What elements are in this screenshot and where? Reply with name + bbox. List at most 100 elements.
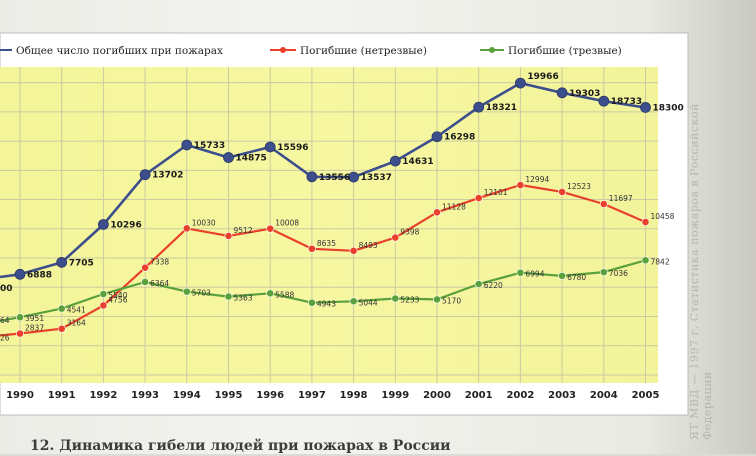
- x-tick-label: 1998: [340, 390, 368, 401]
- data-point: [558, 271, 566, 280]
- data-label: 8493: [359, 241, 378, 250]
- data-label: 3951: [25, 314, 44, 323]
- data-point: [306, 171, 318, 183]
- data-label: 5363: [234, 294, 253, 303]
- legend-swatch-marker: [489, 47, 495, 53]
- data-point: [558, 188, 566, 196]
- data-point: [182, 224, 191, 233]
- data-label: 11128: [442, 202, 466, 211]
- data-point: [598, 95, 610, 107]
- legend-entry: Погибшие (нетрезвые): [300, 45, 427, 57]
- data-point: [433, 295, 441, 304]
- data-label: 19303: [569, 89, 600, 99]
- x-tick-label: 1994: [173, 390, 201, 401]
- x-tick-label: 1991: [48, 390, 76, 401]
- data-label: 6220: [484, 281, 503, 290]
- data-point: [474, 280, 483, 288]
- data-label: 4541: [67, 306, 86, 315]
- data-label-cut: 00: [0, 284, 13, 294]
- legend-entry: Общее число погибших при пожарах: [16, 45, 223, 57]
- data-label: 13556: [319, 173, 350, 183]
- data-point: [266, 224, 275, 233]
- data-point: [516, 181, 525, 189]
- data-label: 12994: [525, 175, 549, 184]
- data-label: 11697: [609, 194, 633, 203]
- data-point: [99, 301, 108, 310]
- x-tick-label: 1993: [131, 390, 159, 401]
- data-point: [516, 268, 525, 277]
- data-label: 4943: [317, 300, 336, 309]
- data-label: 6888: [27, 270, 52, 280]
- data-point: [224, 232, 233, 240]
- data-label: 7705: [69, 258, 94, 268]
- data-label: 5588: [275, 290, 294, 299]
- x-tick-label: 1995: [215, 390, 243, 401]
- data-point: [431, 131, 443, 143]
- data-label: 18733: [611, 97, 642, 107]
- x-tick-label: 1999: [381, 390, 409, 401]
- data-label: 10008: [275, 219, 299, 228]
- data-label: 9512: [234, 226, 253, 235]
- data-point: [264, 141, 276, 153]
- data-point: [16, 313, 24, 322]
- data-point: [391, 294, 400, 303]
- data-label: 6364: [150, 279, 169, 288]
- data-label: 16298: [444, 133, 475, 143]
- data-point: [57, 324, 66, 333]
- plot-area: [0, 67, 658, 383]
- data-point: [139, 169, 151, 181]
- data-point: [307, 244, 316, 253]
- data-labels: 6888 7705 10296 13702 15733 14875 15596 13556 13…: [0, 72, 684, 342]
- data-point: [223, 152, 234, 163]
- data-label: 8635: [317, 239, 336, 248]
- legend-entry: Погибшие (трезвые): [508, 45, 622, 57]
- data-point: [473, 101, 485, 113]
- data-label: 15733: [194, 141, 225, 151]
- data-point: [16, 329, 24, 338]
- data-label: 10030: [192, 218, 216, 227]
- x-tick-label: 2001: [465, 390, 493, 401]
- data-label: 3164: [67, 319, 86, 328]
- data-point: [556, 87, 568, 99]
- figure-caption: 12. Динамика гибели людей при пожарах в …: [30, 438, 451, 454]
- data-label: 9398: [400, 228, 419, 237]
- data-label: 12101: [484, 188, 508, 197]
- data-point: [640, 102, 651, 113]
- data-label: 10296: [110, 220, 141, 230]
- data-label-cut: 64: [0, 316, 10, 325]
- data-label: 6780: [567, 273, 586, 282]
- data-point: [348, 171, 360, 183]
- x-tick-label: 2000: [423, 390, 451, 401]
- data-point: [57, 304, 66, 313]
- data-label-cut: 26: [0, 334, 10, 343]
- data-label: 18300: [653, 103, 684, 113]
- data-point: [56, 256, 68, 268]
- data-point: [474, 194, 483, 202]
- data-label: 14631: [402, 157, 433, 167]
- data-point: [224, 292, 233, 301]
- data-label: 4756: [108, 295, 127, 304]
- data-label: 13537: [361, 173, 392, 183]
- data-label: 14875: [236, 154, 267, 164]
- data-label: 19966: [527, 72, 558, 82]
- data-point: [141, 263, 149, 272]
- series-points: [14, 77, 651, 338]
- data-label: 5540: [108, 291, 127, 300]
- data-point: [349, 297, 358, 306]
- data-point: [307, 298, 316, 307]
- x-tick-label: 2002: [506, 390, 534, 401]
- data-label: 7338: [150, 258, 169, 267]
- data-label: 6994: [525, 270, 544, 279]
- legend-swatch-marker: [280, 47, 286, 53]
- data-label: 12523: [567, 182, 591, 191]
- data-label: 5044: [359, 298, 378, 307]
- data-point: [599, 200, 608, 208]
- data-point: [433, 208, 441, 217]
- data-point: [266, 289, 275, 298]
- data-point: [98, 219, 109, 230]
- data-point: [515, 77, 526, 89]
- data-point: [599, 268, 608, 277]
- data-point: [389, 155, 401, 167]
- data-point: [349, 246, 358, 255]
